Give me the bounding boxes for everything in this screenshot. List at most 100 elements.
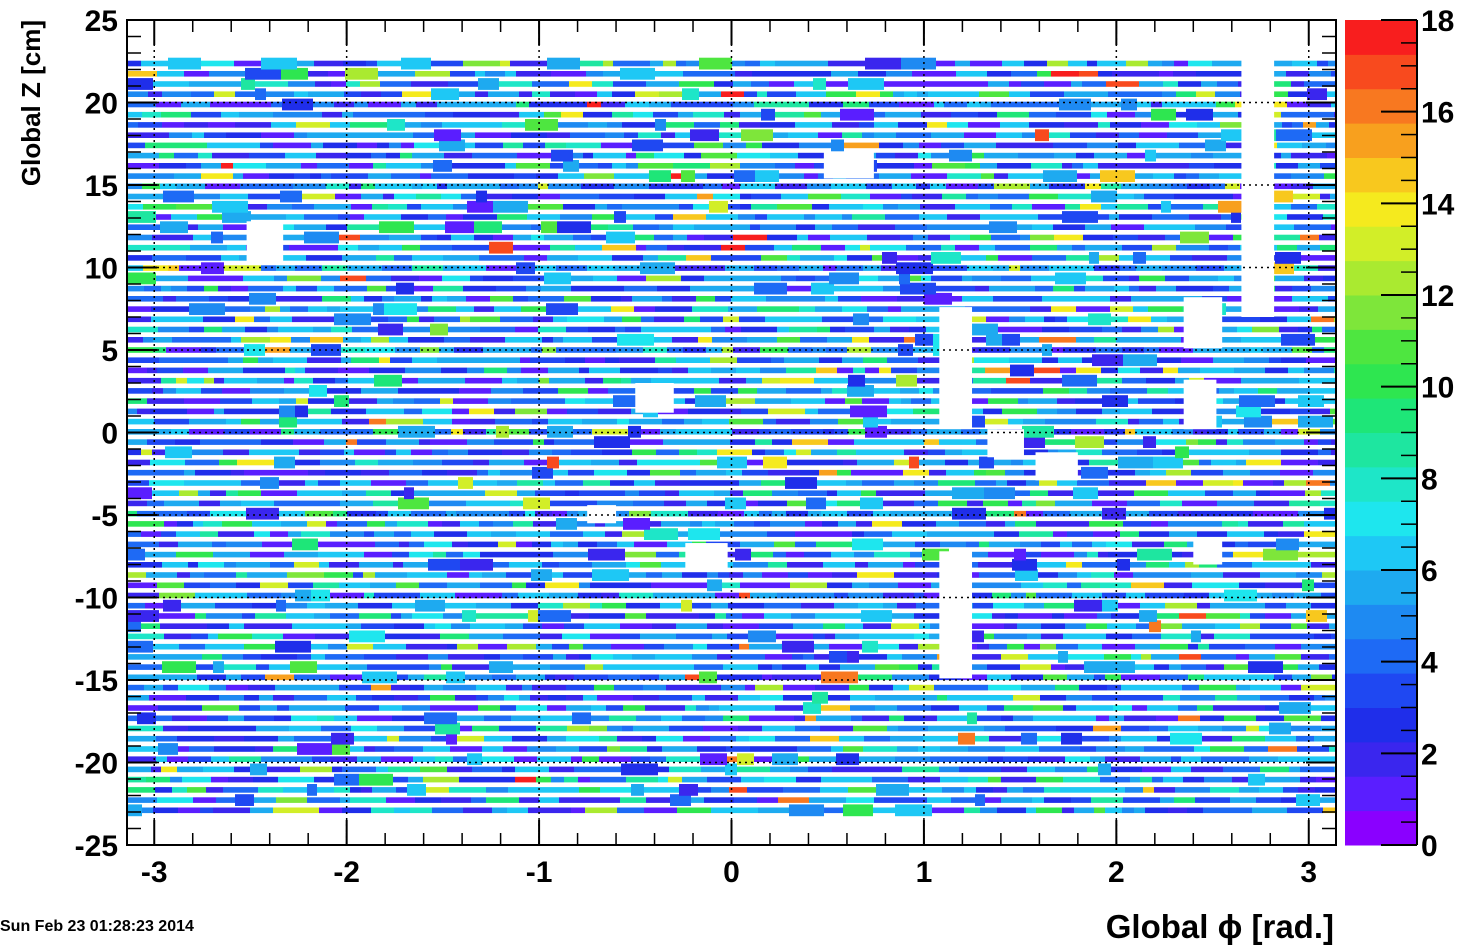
- heatmap-cell: [662, 572, 682, 578]
- heatmap-cell: [1031, 163, 1062, 169]
- heatmap-cell: [688, 510, 718, 517]
- heatmap-cell: [1094, 337, 1116, 343]
- heatmap-cell: [214, 735, 244, 742]
- heatmap-cell: [994, 183, 1030, 190]
- heatmap-cell: [798, 490, 827, 496]
- heatmap-cell: [523, 388, 558, 394]
- heatmap-cell: [1174, 60, 1188, 67]
- heatmap-cell: [787, 255, 800, 261]
- heatmap-cell: [1287, 101, 1307, 108]
- heatmap-cell: [1058, 651, 1068, 663]
- heatmap-cell: [1067, 582, 1081, 589]
- heatmap-cell: [1083, 163, 1098, 169]
- heatmap-cell: [563, 602, 590, 609]
- heatmap-cell: [459, 776, 480, 783]
- heatmap-cell: [733, 101, 754, 108]
- heatmap-cell: [406, 643, 433, 650]
- heatmap-cell: [1054, 152, 1076, 159]
- heatmap-cell: [562, 633, 590, 640]
- heatmap-cell: [950, 234, 970, 241]
- heatmap-cell: [550, 91, 575, 97]
- heatmap-cell: [853, 313, 869, 326]
- heatmap-cell: [809, 101, 843, 108]
- heatmap-cell: [1162, 91, 1176, 97]
- heatmap-cell: [780, 296, 791, 302]
- heatmap-cell: [772, 439, 792, 445]
- heatmap-cell: [156, 214, 171, 220]
- heatmap-cell: [305, 367, 338, 374]
- heatmap-cell: [1021, 582, 1043, 589]
- heatmap-cell: [693, 111, 724, 118]
- heatmap-cell: [786, 510, 808, 517]
- heatmap-cell: [127, 510, 137, 517]
- heatmap-cell: [209, 684, 226, 691]
- heatmap-cell: [890, 510, 910, 517]
- heatmap-cell: [512, 735, 547, 742]
- heatmap-cell: [127, 500, 147, 507]
- heatmap-cell: [737, 152, 770, 159]
- heatmap-cell: [1119, 132, 1139, 138]
- heatmap-cell: [1152, 756, 1171, 762]
- heatmap-cell: [240, 183, 269, 190]
- heatmap-cell: [270, 316, 292, 323]
- heatmap-cell: [591, 296, 621, 302]
- heatmap-cell: [1331, 633, 1336, 640]
- heatmap-cell: [874, 111, 885, 118]
- heatmap-cell: [323, 142, 357, 149]
- heatmap-cell: [793, 623, 823, 629]
- heatmap-cell: [448, 654, 468, 660]
- heatmap-cell: [563, 572, 573, 578]
- heatmap-cell: [696, 776, 707, 783]
- color-scale-band: [1345, 123, 1417, 158]
- heatmap-cell: [1179, 654, 1201, 660]
- heatmap-cell: [222, 326, 245, 333]
- heatmap-cell: [500, 183, 519, 190]
- heatmap-cell: [163, 388, 176, 394]
- heatmap-cell: [127, 78, 153, 90]
- heatmap-cell: [728, 306, 757, 312]
- heatmap-cell: [1280, 469, 1313, 476]
- heatmap-cell: [189, 418, 226, 425]
- heatmap-cell: [1122, 244, 1152, 251]
- color-scale-band: [1345, 260, 1417, 296]
- heatmap-cell: [492, 807, 507, 814]
- heatmap-cell: [840, 108, 874, 121]
- heatmap-cell: [1323, 807, 1336, 814]
- heatmap-cell: [150, 429, 171, 435]
- heatmap-cell: [127, 418, 154, 425]
- heatmap-cell: [703, 265, 725, 271]
- heatmap-cell: [790, 766, 808, 773]
- heatmap-cell: [927, 531, 953, 537]
- heatmap-cell: [968, 776, 988, 783]
- heatmap-cell: [201, 388, 222, 394]
- heatmap-cell: [1191, 469, 1223, 476]
- heatmap-cell: [127, 674, 162, 681]
- heatmap-cell: [819, 357, 842, 363]
- heatmap-cell: [127, 787, 155, 793]
- heatmap-cell: [283, 787, 307, 793]
- heatmap-cell: [673, 224, 694, 230]
- heatmap-cell: [1288, 367, 1304, 374]
- heatmap-cell: [858, 224, 895, 230]
- heatmap-cell: [854, 439, 877, 445]
- heatmap-cell: [295, 405, 308, 418]
- heatmap-cell: [163, 725, 188, 732]
- heatmap-cell: [660, 664, 694, 670]
- heatmap-cell: [1278, 531, 1304, 537]
- heatmap-cell: [904, 715, 925, 722]
- heatmap-cell: [241, 78, 255, 90]
- heatmap-cell: [256, 664, 269, 670]
- heatmap-cell: [1181, 357, 1213, 363]
- heatmap-cell: [1053, 142, 1087, 149]
- heatmap-cell: [900, 282, 936, 295]
- heatmap-cell: [430, 439, 467, 445]
- heatmap-cell: [711, 255, 739, 261]
- heatmap-cell: [939, 766, 959, 773]
- heatmap-cell: [1275, 398, 1285, 404]
- heatmap-cell: [603, 71, 620, 77]
- heatmap-cell: [226, 132, 261, 138]
- heatmap-cell: [511, 715, 541, 722]
- heatmap-cell: [1198, 132, 1221, 138]
- heatmap-cell: [355, 459, 378, 466]
- heatmap-cell: [538, 610, 571, 622]
